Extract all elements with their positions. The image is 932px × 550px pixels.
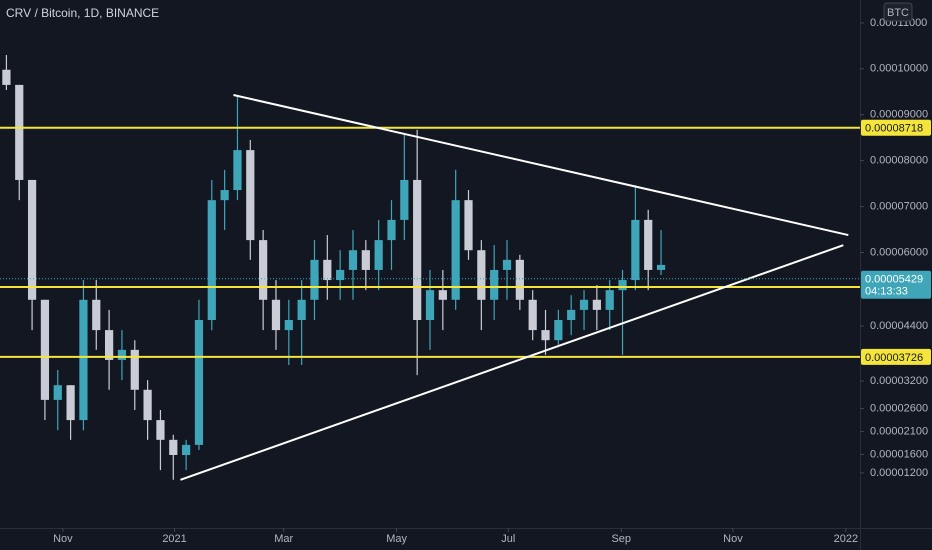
candle-body	[477, 250, 486, 300]
x-tick-label: Nov	[53, 533, 73, 545]
candle-body	[451, 200, 460, 300]
currency-button[interactable]	[883, 2, 913, 22]
x-tick-label: May	[386, 533, 407, 545]
last-price-label: 0.00005429	[865, 274, 923, 286]
candle-body	[605, 290, 614, 310]
candle-body	[656, 264, 666, 270]
candle-body	[541, 330, 550, 341]
candle-body	[631, 219, 640, 281]
candle-body	[579, 299, 589, 310]
candle-body	[53, 385, 62, 400]
candle-body	[259, 240, 268, 300]
trendline	[180, 244, 844, 481]
y-tick-label: 0.00001600	[870, 448, 928, 460]
x-tick-label: 2022	[834, 533, 858, 545]
x-tick-label: Mar	[274, 533, 293, 545]
candle-body	[117, 349, 127, 360]
candle-body	[2, 69, 11, 85]
trendline	[233, 94, 849, 237]
candle-body	[194, 319, 204, 445]
plot-area	[0, 55, 860, 481]
currency-label[interactable]: BTC	[887, 7, 909, 19]
candle-body	[413, 179, 422, 320]
candle-body	[220, 190, 229, 201]
candle-body	[348, 250, 358, 270]
candle-body	[374, 240, 383, 270]
candle-body	[438, 290, 447, 300]
candle-body	[502, 259, 512, 270]
candle-body	[297, 299, 306, 320]
candle-body	[554, 319, 563, 341]
y-tick-label: 0.00004400	[870, 320, 928, 332]
candle-body	[464, 200, 473, 251]
candle-body	[271, 299, 281, 331]
last-price-tag	[861, 270, 931, 299]
candle-body	[644, 219, 653, 270]
level-label: 0.00008718	[865, 123, 923, 135]
candle-body	[490, 269, 499, 300]
candle-body	[567, 309, 576, 320]
candle-body	[104, 330, 114, 360]
candle-body	[400, 179, 409, 220]
y-tick-label: 0.00001200	[870, 467, 928, 479]
candle-body	[92, 299, 101, 331]
y-tick-label: 0.00009000	[870, 109, 928, 121]
y-tick-label: 0.00002600	[870, 403, 928, 415]
y-tick-label: 0.00003200	[870, 375, 928, 387]
countdown-label: 04:13:33	[865, 286, 908, 298]
chart-title: CRV / Bitcoin, 1D, BINANCE	[6, 6, 159, 20]
level-tag	[861, 348, 931, 365]
candle-body	[207, 200, 216, 320]
y-tick-label: 0.00010000	[870, 63, 928, 75]
candle-body	[130, 349, 139, 390]
y-tick-label: 0.00008000	[870, 155, 928, 167]
y-tick-label: 0.00006000	[870, 246, 928, 258]
candle-body	[79, 299, 88, 421]
x-tick-label: Jul	[501, 533, 515, 545]
candle-body	[387, 219, 396, 241]
candle-body	[592, 299, 601, 310]
candle-body	[323, 259, 332, 281]
candle-body	[143, 389, 152, 421]
candle-body	[310, 259, 319, 300]
axes: 0.000120000.000110000.000100000.00009000…	[53, 17, 931, 545]
candle-body	[182, 444, 191, 455]
candle-body	[40, 299, 50, 400]
x-tick-label: 2021	[162, 533, 186, 545]
candle-body	[156, 420, 165, 440]
level-label: 0.00003726	[865, 352, 923, 364]
level-tag	[861, 119, 931, 136]
candle-body	[515, 259, 524, 300]
y-tick-label: 0.00002100	[870, 425, 928, 437]
candle-body	[528, 299, 537, 331]
candle-body	[336, 269, 345, 281]
x-tick-label: Nov	[723, 533, 743, 545]
candle-body	[169, 439, 178, 455]
candle-body	[27, 179, 37, 300]
candle-body	[361, 250, 370, 270]
y-tick-label: 0.00007000	[870, 200, 928, 212]
candle-body	[66, 385, 75, 421]
candle-body	[233, 150, 242, 191]
candle-body	[284, 319, 293, 331]
candle-body	[425, 290, 435, 320]
candle-body	[246, 150, 255, 241]
candle-body	[618, 280, 627, 291]
candle-body	[15, 84, 24, 180]
x-tick-label: Sep	[611, 533, 631, 545]
